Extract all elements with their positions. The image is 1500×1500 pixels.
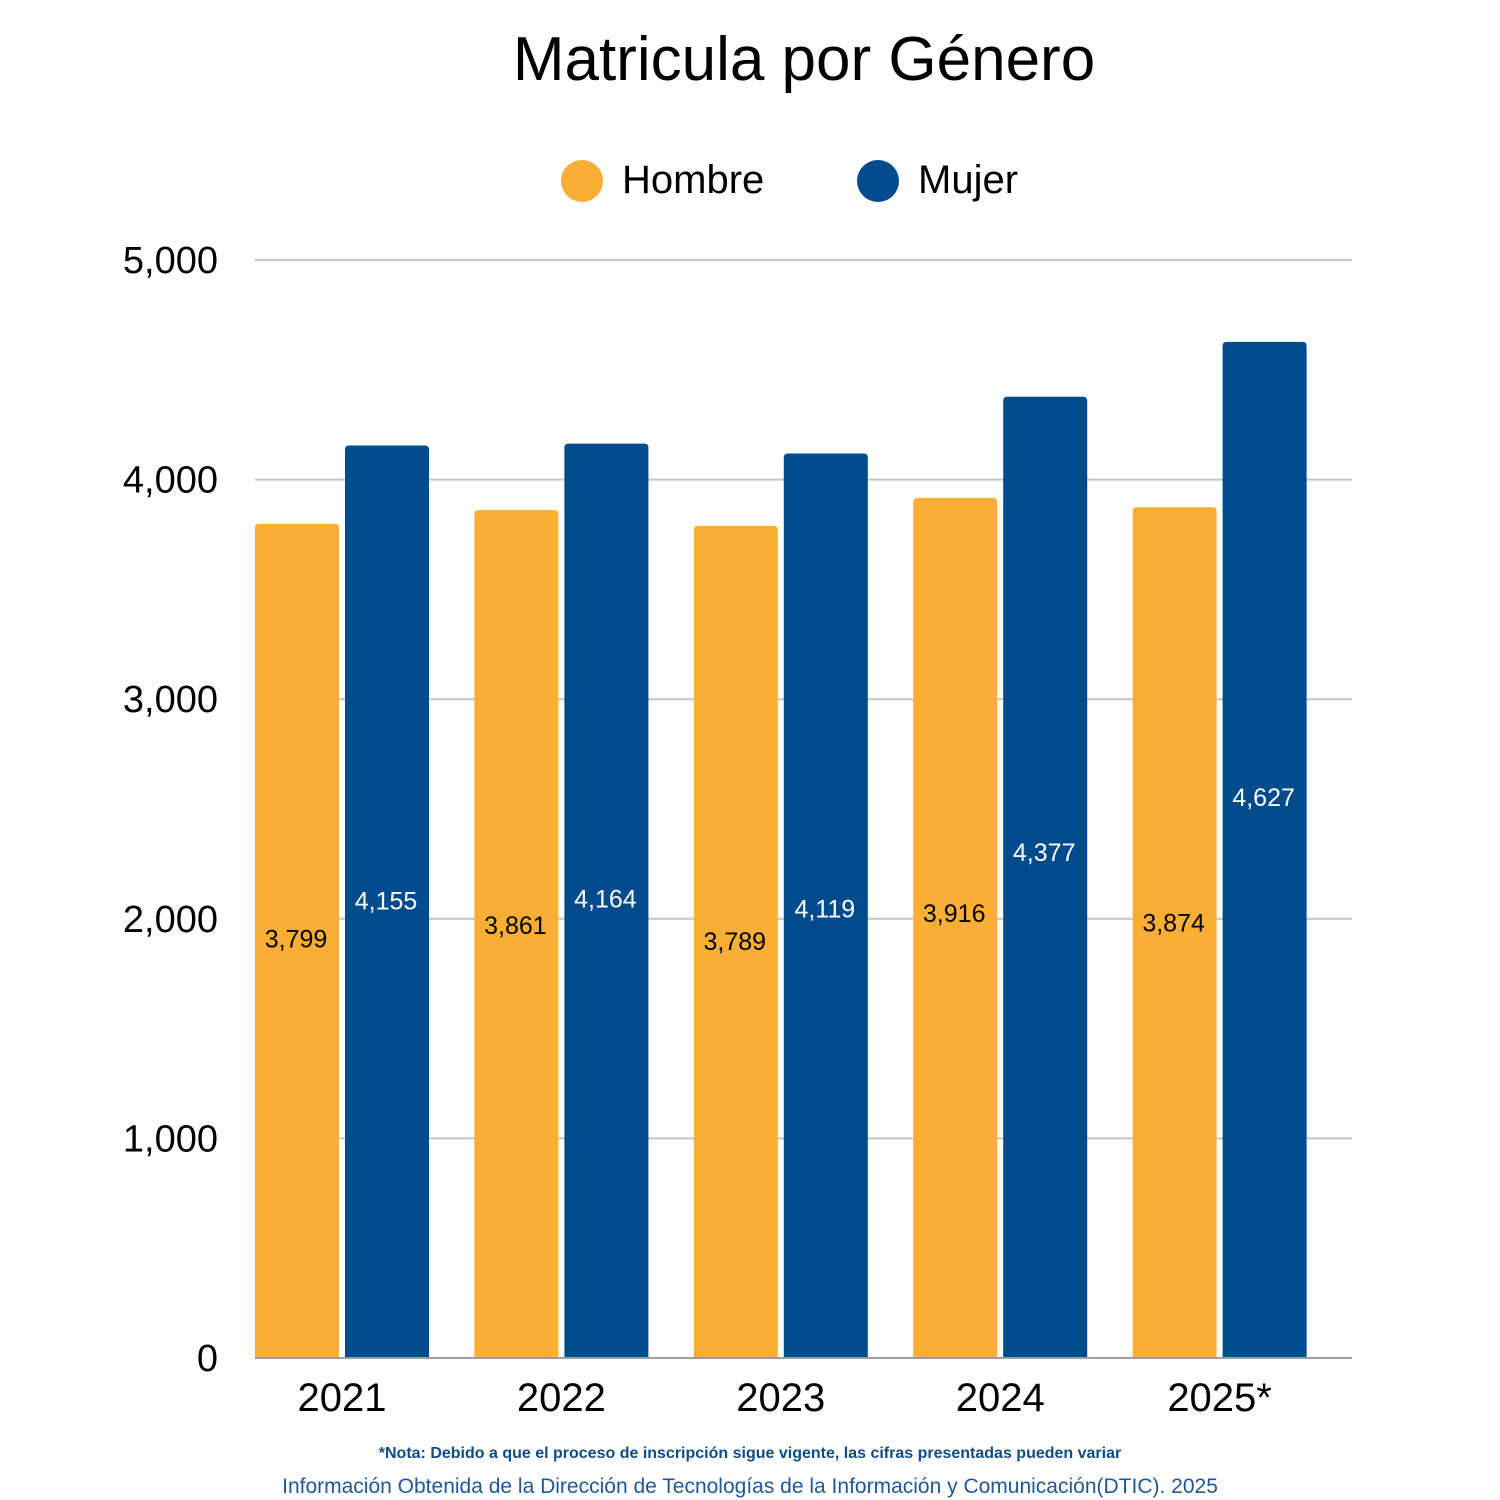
bar-mujer-2021 [345,445,429,1358]
bars [255,341,1307,1359]
legend-swatch-hombre [561,160,603,202]
x-tick-label: 2022 [517,1376,606,1420]
data-label: 4,155 [355,888,418,916]
data-label: 4,377 [1013,839,1076,867]
legend-label-mujer: Mujer [918,158,1018,202]
source-text: Información Obtenida de la Dirección de … [282,1475,1218,1498]
bar-mujer-2022 [564,443,649,1359]
bar-mujer-2024 [1003,396,1088,1358]
chart-title: Matricula por Género [513,25,1095,94]
x-tick-label: 2025* [1167,1376,1272,1420]
data-label: 3,861 [484,912,547,940]
legend-swatch-mujer [857,160,899,202]
bar-mujer-2023 [783,453,868,1358]
data-label: 4,164 [574,886,637,914]
data-label: 3,874 [1142,909,1205,937]
legend: Hombre Mujer [561,158,1018,202]
x-axis: 2021 2022 2023 2024 2025* [298,1376,1272,1420]
y-tick-label: 0 [197,1338,218,1380]
data-label: 3,916 [923,900,986,928]
x-tick-label: 2021 [298,1376,387,1420]
bar-hombre-2023 [693,525,778,1358]
y-tick-label: 2,000 [123,899,218,941]
x-tick-label: 2023 [736,1376,825,1420]
bar-hombre-2024 [913,498,998,1358]
data-label: 3,789 [704,928,767,956]
data-labels: 3,799 4,155 3,861 4,164 3,789 4,119 3,916 4,377… [265,784,1295,956]
data-label: 3,799 [265,926,328,954]
y-tick-label: 5,000 [123,240,218,282]
y-tick-label: 3,000 [123,679,218,721]
bar-mujer-2025 [1222,341,1307,1359]
y-axis: 0 1,000 2,000 3,000 4,000 5,000 [123,240,218,1380]
data-label: 4,119 [794,895,855,923]
footnote: *Nota: Debido a que el proceso de inscri… [379,1445,1121,1462]
y-tick-label: 1,000 [123,1118,218,1160]
bar-hombre-2021 [255,523,339,1358]
bar-hombre-2025 [1132,507,1217,1358]
legend-label-hombre: Hombre [622,158,764,202]
data-label: 4,627 [1232,784,1295,812]
bar-hombre-2022 [474,510,559,1358]
x-tick-label: 2024 [956,1376,1045,1420]
y-tick-label: 4,000 [123,460,218,502]
